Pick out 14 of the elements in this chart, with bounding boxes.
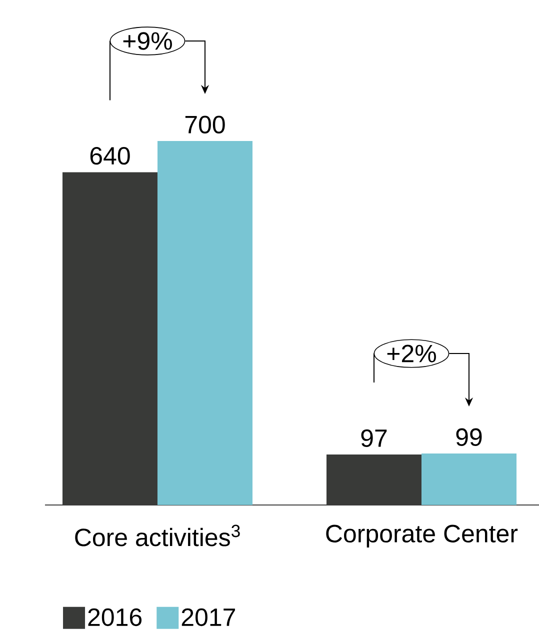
x-tick-label: Core activities$^{3}$ xyxy=(74,524,240,546)
legend-label: 2017 xyxy=(182,608,235,626)
bar xyxy=(157,141,252,505)
text: +9% xyxy=(123,32,172,50)
bar xyxy=(326,454,422,505)
x-tick-label: Corporate Center xyxy=(326,524,518,548)
data-label: 640 xyxy=(90,146,130,165)
legend-label: 2016 xyxy=(88,608,142,626)
annotation: +2% xyxy=(387,344,436,362)
bar xyxy=(421,454,516,505)
data-label: 99 xyxy=(456,428,482,446)
data-label: 97 xyxy=(361,429,386,448)
data-label: 700 xyxy=(185,116,225,134)
bar xyxy=(62,172,158,505)
